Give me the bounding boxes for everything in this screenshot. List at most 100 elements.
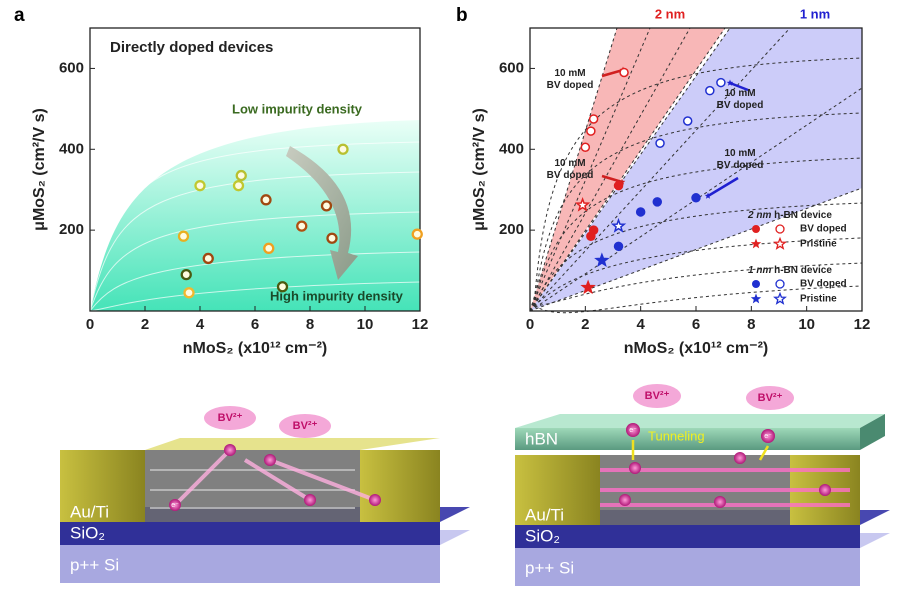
data-point bbox=[619, 67, 629, 78]
impurity-curve bbox=[89, 281, 421, 312]
x-tick-label: 6 bbox=[692, 316, 700, 333]
plot-frame bbox=[89, 27, 421, 312]
legend-marker bbox=[752, 280, 760, 288]
legend-marker bbox=[773, 291, 787, 305]
data-point bbox=[610, 217, 627, 233]
data-point bbox=[594, 252, 610, 268]
legend-marker bbox=[775, 279, 785, 289]
dopant-label: BV²⁺ bbox=[758, 392, 783, 404]
panel-label: b bbox=[456, 5, 468, 26]
data-point bbox=[202, 252, 214, 265]
annotation-arrowhead bbox=[704, 192, 712, 199]
legend-marker bbox=[775, 224, 785, 234]
data-point bbox=[705, 85, 715, 96]
x-tick-label: 12 bbox=[412, 316, 429, 333]
cone-1nm bbox=[530, 28, 862, 311]
annotation-arrowhead bbox=[726, 79, 734, 86]
guide-line bbox=[529, 27, 731, 312]
guide-line bbox=[529, 187, 863, 312]
device-schematic: BV²⁺ BV²⁺ Au/Ti SiO₂ p++ Si e⁻ bbox=[60, 406, 470, 583]
data-point bbox=[326, 232, 338, 244]
x-axis-label: nMoS₂ (x10¹² cm⁻²) bbox=[624, 340, 768, 357]
data-point bbox=[194, 180, 206, 192]
data-point bbox=[716, 77, 726, 88]
data-point bbox=[655, 138, 665, 148]
panel-title: Directly doped devices bbox=[110, 39, 273, 56]
x-axis-label: nMoS₂ (x10¹² cm⁻²) bbox=[183, 340, 327, 357]
electrode-label: Au/Ti bbox=[70, 502, 109, 521]
data-point bbox=[586, 231, 596, 241]
legend-marker bbox=[750, 238, 762, 249]
plot-frame bbox=[529, 27, 863, 312]
data-point bbox=[574, 196, 591, 212]
data-point bbox=[613, 241, 624, 252]
data-point bbox=[296, 220, 308, 232]
data-point bbox=[411, 228, 423, 240]
x-tick-label: 6 bbox=[251, 316, 259, 333]
electron-label: e⁻ bbox=[171, 502, 179, 509]
top-label: 2 nm bbox=[655, 6, 685, 21]
data-point bbox=[183, 287, 195, 299]
fit-curve bbox=[533, 112, 863, 307]
fit-curve bbox=[533, 285, 863, 314]
y-tick-label: 600 bbox=[499, 59, 524, 76]
x-tick-label: 10 bbox=[357, 316, 374, 333]
guide-line bbox=[529, 27, 791, 312]
data-point bbox=[613, 180, 624, 191]
data-point bbox=[177, 230, 190, 242]
legend-label: BV doped bbox=[800, 279, 847, 290]
legend-marker bbox=[750, 293, 762, 304]
data-point bbox=[586, 126, 596, 136]
data-point bbox=[337, 143, 349, 155]
annotation: 10 mM BV doped bbox=[547, 158, 594, 181]
legend-label: Pristine bbox=[800, 294, 837, 305]
x-tick-label: 0 bbox=[86, 316, 94, 333]
data-point bbox=[580, 279, 596, 295]
electron-label: e⁻ bbox=[764, 433, 772, 440]
top-label: 1 nm bbox=[800, 6, 830, 21]
data-point bbox=[652, 197, 663, 207]
fit-curve bbox=[533, 202, 863, 307]
annotation: 10 mM BV doped bbox=[717, 88, 764, 111]
panel-label: a bbox=[14, 5, 25, 26]
impurity-curve bbox=[89, 251, 421, 312]
x-tick-label: 2 bbox=[141, 316, 149, 333]
substrate-label: p++ Si bbox=[525, 558, 574, 577]
dopant-label: BV²⁺ bbox=[645, 390, 670, 402]
data-point bbox=[691, 193, 701, 203]
annotation: 10 mM BV doped bbox=[547, 68, 594, 91]
x-tick-label: 10 bbox=[798, 316, 815, 333]
data-point bbox=[180, 268, 192, 281]
dopant-label: BV²⁺ bbox=[218, 412, 243, 424]
electrode-label: Au/Ti bbox=[525, 505, 564, 524]
legend-title: 2 nm h-BN device bbox=[747, 210, 832, 221]
electron-label: e⁻ bbox=[629, 427, 637, 434]
y-tick-label: 200 bbox=[499, 221, 524, 238]
data-point bbox=[260, 194, 272, 206]
annotation: High impurity density bbox=[270, 288, 404, 303]
legend-marker bbox=[773, 236, 787, 250]
data-point bbox=[235, 169, 247, 182]
data-point bbox=[588, 114, 599, 124]
impurity-curve bbox=[89, 211, 421, 312]
cap-label: hBN bbox=[525, 429, 558, 448]
data-point bbox=[320, 200, 333, 212]
device-schematic: BV²⁺ BV²⁺ hBN Tunneling Au/Ti SiO₂ p++ S… bbox=[515, 384, 890, 586]
x-tick-label: 12 bbox=[854, 316, 871, 333]
annotation: Low impurity density bbox=[232, 101, 363, 116]
oxide-label: SiO₂ bbox=[525, 526, 560, 545]
x-tick-label: 4 bbox=[196, 316, 205, 333]
y-tick-label: 600 bbox=[59, 59, 84, 76]
annotation-arrow bbox=[601, 68, 624, 78]
y-tick-label: 400 bbox=[499, 140, 524, 157]
guide-line bbox=[529, 27, 691, 312]
data-point bbox=[263, 242, 275, 254]
data-point bbox=[276, 281, 289, 293]
trend-arrow bbox=[286, 146, 358, 280]
fit-curve bbox=[533, 57, 863, 307]
x-tick-label: 2 bbox=[581, 316, 589, 333]
substrate-label: p++ Si bbox=[70, 555, 119, 574]
data-point bbox=[635, 207, 646, 217]
legend-title: 1 nm h-BN device bbox=[748, 265, 832, 276]
